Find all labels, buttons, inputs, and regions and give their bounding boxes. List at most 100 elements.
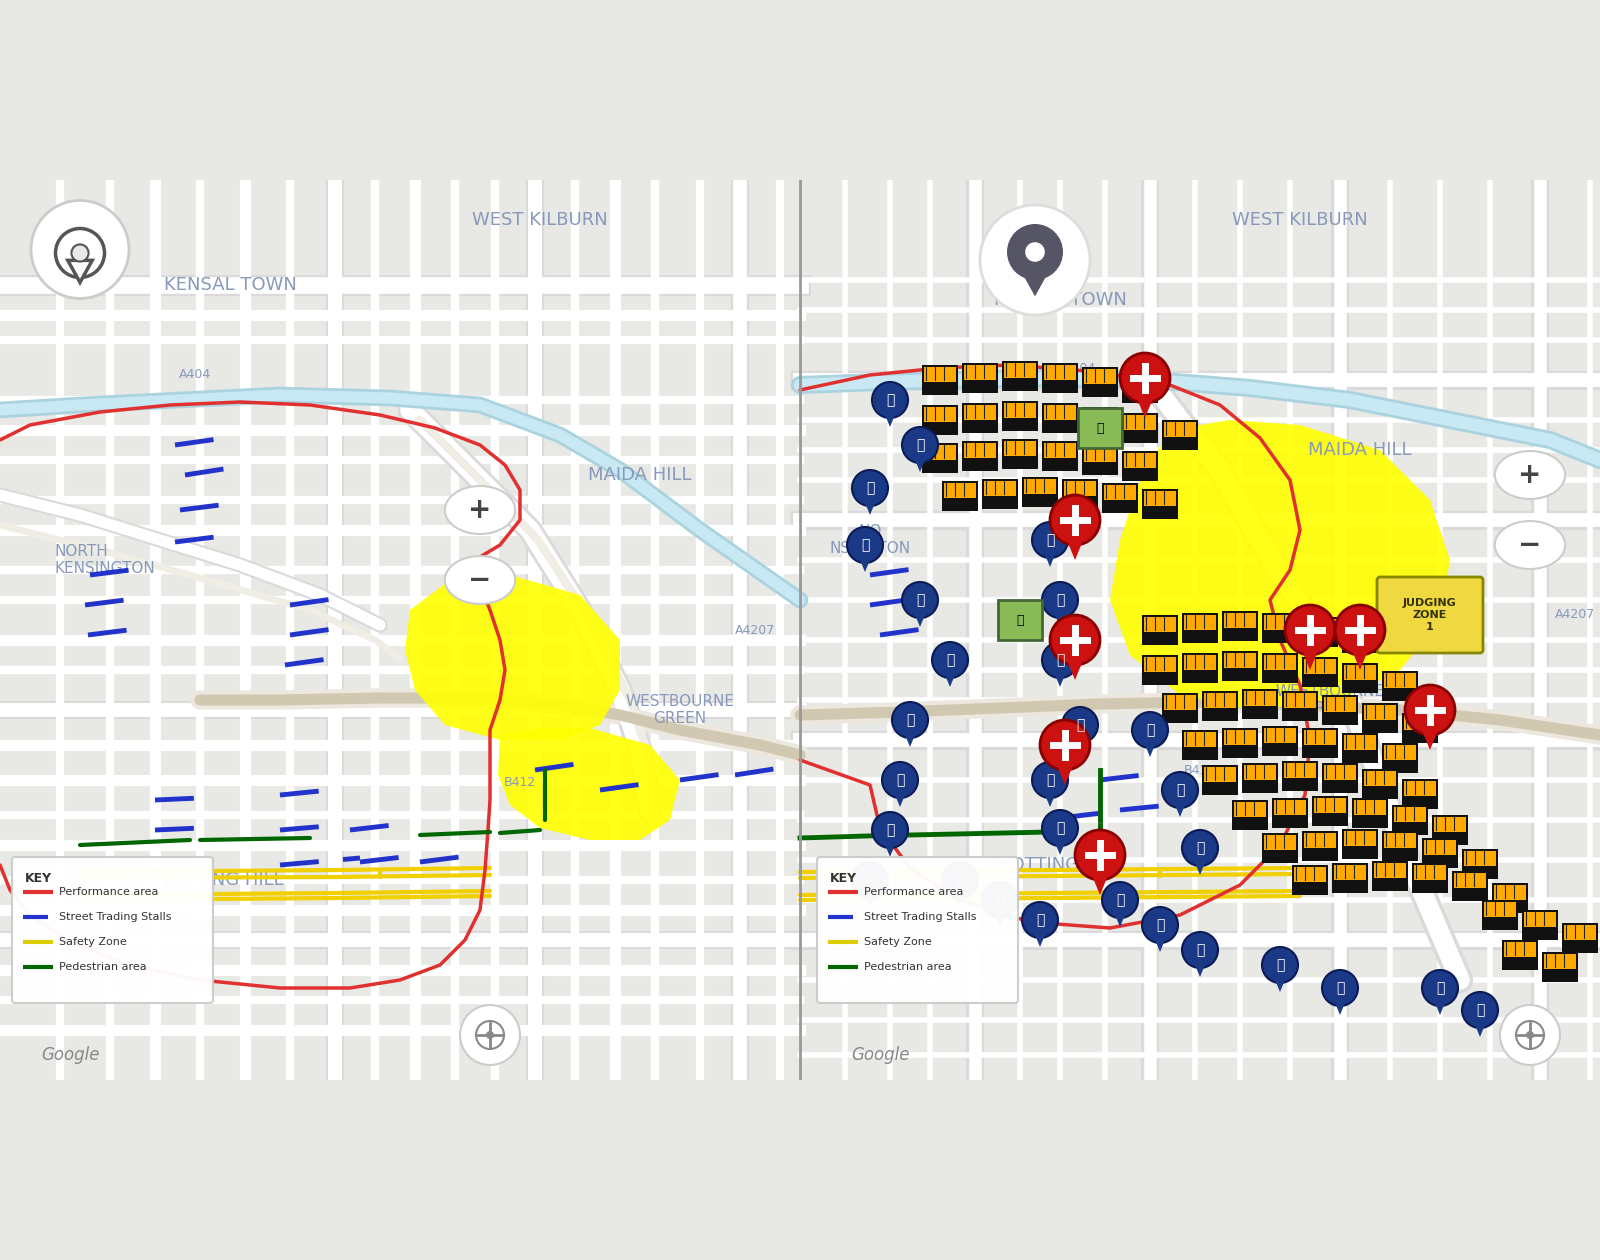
Bar [1024,479,1056,494]
Bar [1142,489,1178,519]
Circle shape [1182,932,1218,968]
Bar [1482,900,1518,930]
Bar [1344,832,1376,845]
Text: NOTTING HILL: NOTTING HILL [157,871,283,890]
Bar [1234,803,1266,816]
Text: MAIDA HILL: MAIDA HILL [589,466,691,484]
Text: NO
NSINGTON: NO NSINGTON [829,524,910,556]
Bar [1312,796,1347,827]
Bar [1544,954,1576,969]
Bar [1342,622,1378,653]
Text: WESTBOURNE
GREEN: WESTBOURNE GREEN [1275,684,1384,716]
Bar [1314,798,1346,813]
Bar [1342,829,1378,859]
Bar [1374,863,1406,878]
Bar [1362,769,1398,799]
Bar [1182,614,1218,643]
Polygon shape [1112,907,1128,927]
Bar [1464,850,1496,866]
Polygon shape [1054,757,1077,785]
Circle shape [1006,224,1062,280]
Polygon shape [67,261,93,282]
Circle shape [1334,605,1386,655]
Text: Performance area: Performance area [59,887,158,897]
Bar [1042,403,1078,433]
Polygon shape [1192,958,1208,976]
Circle shape [1026,242,1045,262]
Bar [1123,415,1155,430]
Bar [1262,614,1298,643]
Text: Street Trading Stalls: Street Trading Stalls [59,912,171,922]
Bar [1002,438,1038,469]
Bar [1222,728,1258,759]
Circle shape [1262,948,1298,983]
Polygon shape [862,887,878,907]
Polygon shape [1171,798,1189,816]
Circle shape [486,1031,494,1039]
Bar [1042,363,1078,393]
Circle shape [851,470,888,507]
Bar [1224,614,1256,627]
Text: Pedestrian area: Pedestrian area [59,961,147,971]
Bar [1462,849,1498,879]
Bar [1272,798,1309,828]
Polygon shape [858,552,874,572]
Bar [1264,615,1296,630]
Bar [1562,924,1598,953]
Circle shape [872,382,909,418]
Circle shape [1462,992,1498,1028]
Text: A4207: A4207 [734,624,774,636]
Bar [1242,764,1278,793]
Bar [963,444,995,457]
Polygon shape [498,728,680,840]
Bar [1354,800,1386,815]
Polygon shape [992,907,1008,927]
Bar [1402,713,1438,743]
Bar [1542,953,1578,982]
Text: 👤: 👤 [906,713,914,727]
Text: B412: B412 [504,775,536,789]
Bar [1331,863,1368,893]
Bar [1382,672,1418,701]
Text: +: + [1518,461,1542,489]
Bar [1162,420,1198,450]
Text: MAIDA HILL: MAIDA HILL [1309,441,1411,459]
Text: 🥁: 🥁 [1096,422,1104,435]
Bar [1264,655,1296,670]
Bar [1283,764,1315,777]
Polygon shape [1272,973,1288,992]
Bar [1282,690,1318,721]
Bar [1262,833,1298,863]
Bar [1491,883,1528,914]
Bar [1082,407,1118,437]
Bar [1002,401,1038,431]
Bar [1424,840,1456,856]
Bar [1274,800,1306,815]
Polygon shape [1432,995,1448,1016]
Bar [1123,454,1155,467]
Circle shape [1182,830,1218,866]
Circle shape [942,862,978,898]
Bar [1264,835,1296,850]
Text: 👤: 👤 [1046,772,1054,788]
Circle shape [56,228,104,277]
Circle shape [1032,762,1069,798]
Text: 👤: 👤 [1046,533,1054,547]
Text: WEST KILBURN: WEST KILBURN [472,210,608,229]
Bar [1392,805,1429,835]
Bar [1502,940,1538,970]
Bar [1122,451,1158,481]
Bar [984,481,1016,496]
Polygon shape [1419,722,1442,750]
Text: WEST KILBURN: WEST KILBURN [1232,210,1368,229]
Text: A4207: A4207 [1555,609,1595,621]
Bar [925,367,957,382]
Bar [1342,663,1378,693]
Text: Street Trading Stalls: Street Trading Stalls [864,912,976,922]
Circle shape [1050,495,1101,546]
Text: 👤: 👤 [886,393,894,407]
Text: Safety Zone: Safety Zone [864,937,931,948]
Bar [1384,745,1416,760]
Bar [1202,690,1238,721]
Bar [1142,655,1178,685]
